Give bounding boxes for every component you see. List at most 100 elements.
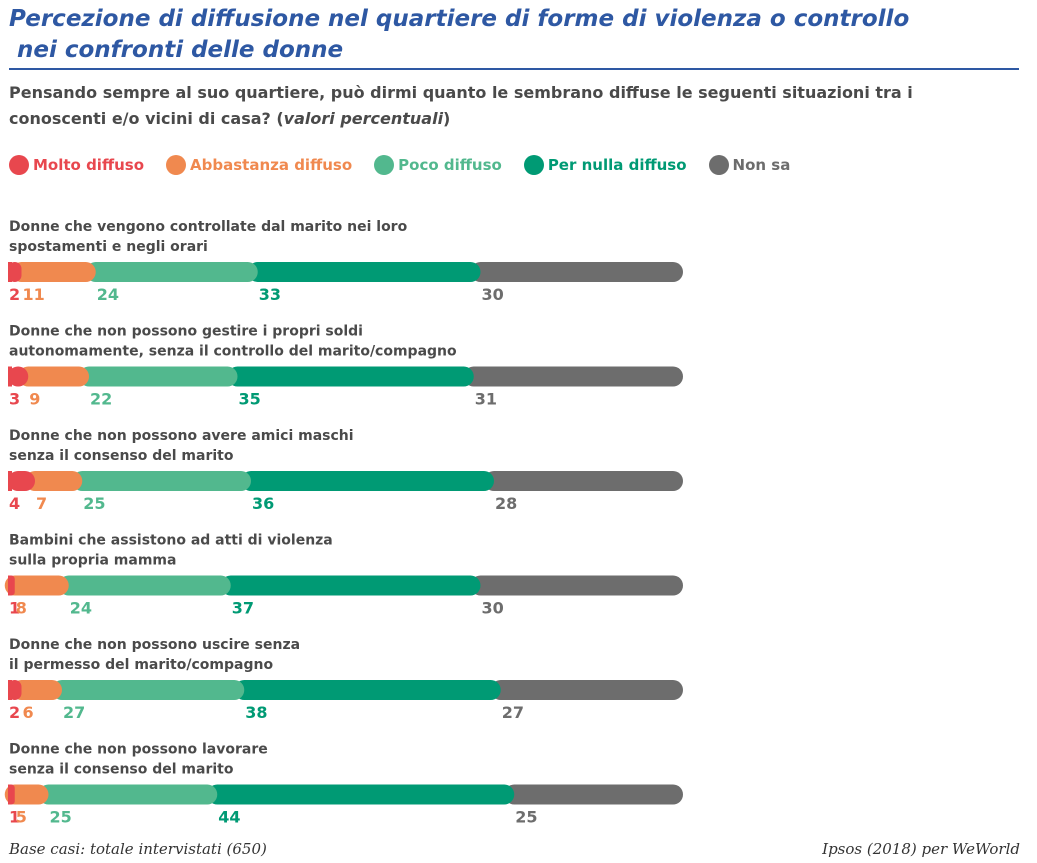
category-label: autonomamente, senza il controllo del ma…	[9, 344, 457, 360]
category-label: Donne che non possono uscire senza	[9, 637, 300, 653]
legend-swatch-non-sa	[708, 155, 729, 175]
value-label-molto: 2	[9, 703, 20, 722]
value-label-molto: 4	[9, 494, 20, 513]
subtitle-end: )	[443, 109, 451, 128]
category-label: sulla propria mamma	[9, 553, 176, 569]
bar-segment-abbastanza	[4, 575, 69, 596]
chart-row: Donne che vengono controllate dal marito…	[8, 219, 683, 304]
subtitle-italic: valori percentuali	[283, 109, 444, 128]
legend-swatch-molto	[9, 155, 29, 175]
subtitle-text: Pensando sempre al suo quartiere, può di…	[9, 83, 913, 128]
chart-row: Donne che non possono avere amici maschi…	[8, 428, 683, 513]
legend-swatch-poco	[374, 155, 395, 175]
value-label-abbastanza: 5	[16, 808, 27, 827]
legend-item-non-sa: Non sa	[708, 155, 791, 175]
bar-segment-non-sa	[484, 471, 683, 491]
bar-segment-per-nulla	[247, 262, 481, 282]
value-label-molto: 2	[9, 285, 20, 304]
bar-segment-poco	[38, 784, 218, 805]
bar-segment-poco	[58, 575, 231, 596]
category-label: Donne che non possono gestire i propri s…	[9, 324, 363, 340]
value-label-poco: 27	[63, 703, 85, 722]
bar-segment-edge-molto	[8, 366, 12, 387]
legend-label-abbastanza: Abbastanza diffuso	[190, 156, 353, 174]
category-label: Donne che non possono lavorare	[9, 742, 268, 758]
chart-legend: Molto diffuso Abbastanza diffuso Poco di…	[9, 153, 812, 177]
bar-segment-per-nulla	[207, 784, 515, 805]
value-label-poco: 24	[70, 599, 92, 618]
value-label-poco: 24	[97, 285, 119, 304]
chart-row: Bambini che assistono ad atti di violenz…	[4, 533, 683, 618]
bar-segment-poco	[79, 366, 238, 387]
category-label: senza il consenso del marito	[9, 448, 234, 464]
value-label-poco: 22	[90, 390, 112, 409]
chart-row: Donne che non possono gestire i propri s…	[8, 324, 683, 409]
value-label-non-sa: 28	[495, 494, 517, 513]
bar-segment-non-sa	[504, 784, 683, 805]
value-label-non-sa: 27	[502, 703, 524, 722]
value-label-non-sa: 30	[482, 285, 504, 304]
value-label-abbastanza: 11	[23, 285, 45, 304]
legend-item-molto: Molto diffuso	[9, 155, 144, 175]
legend-item-poco: Poco diffuso	[374, 155, 502, 175]
bar-segment-poco	[85, 262, 258, 282]
value-label-per-nulla: 35	[239, 390, 261, 409]
chart-title-line1: Percezione di diffusione nel quartiere d…	[9, 6, 910, 32]
value-label-non-sa: 25	[515, 808, 537, 827]
chart-row: Donne che non possono uscire senza il per…	[8, 637, 683, 722]
legend-label-molto: Molto diffuso	[33, 156, 145, 174]
legend-label-poco: Poco diffuso	[398, 156, 502, 174]
value-label-poco: 25	[50, 808, 72, 827]
bar-segment-edge-molto	[8, 784, 12, 805]
category-label: spostamenti e negli orari	[9, 239, 208, 255]
chart-row: Donne che non possono lavorare senza il c…	[4, 742, 683, 827]
bar-segment-per-nulla	[241, 471, 494, 491]
category-label: il permesso del marito/compagno	[9, 657, 273, 673]
value-label-per-nulla: 44	[218, 808, 240, 827]
legend-label-per-nulla: Per nulla diffuso	[547, 156, 687, 174]
bar-segment-per-nulla	[220, 575, 481, 596]
legend-item-per-nulla: Per nulla diffuso	[523, 155, 687, 175]
bar-segment-edge-molto	[8, 680, 12, 700]
value-label-molto: 1	[9, 599, 20, 618]
legend-label-non-sa: Non sa	[732, 156, 791, 174]
value-label-per-nulla: 38	[245, 703, 267, 722]
value-label-per-nulla: 37	[232, 599, 254, 618]
legend-swatch-per-nulla	[523, 155, 544, 175]
legend-swatch-abbastanza	[166, 155, 187, 175]
bar-segment-non-sa	[463, 366, 683, 387]
value-label-abbastanza: 6	[23, 703, 34, 722]
bar-segment-per-nulla	[227, 366, 474, 387]
bar-segment-abbastanza	[11, 262, 96, 282]
value-label-molto: 1	[9, 808, 20, 827]
category-label: senza il consenso del marito	[9, 762, 234, 778]
footer-base: Base casi: totale intervistati (650)	[9, 840, 267, 858]
value-label-per-nulla: 33	[259, 285, 281, 304]
category-label: Donne che vengono controllate dal marito…	[9, 219, 408, 235]
bar-segment-poco	[52, 680, 245, 700]
bar-segment-abbastanza	[18, 366, 89, 387]
bar-segment-edge-molto	[8, 471, 12, 491]
bar-segment-abbastanza	[4, 784, 49, 805]
bar-segment-per-nulla	[234, 680, 501, 700]
footer-source: Ipsos (2018) per WeWorld	[822, 840, 1020, 858]
value-label-non-sa: 30	[482, 599, 504, 618]
value-label-abbastanza: 9	[29, 390, 40, 409]
bar-segment-non-sa	[470, 575, 683, 596]
chart-title-line2: nei confronti delle donne	[9, 37, 344, 63]
value-label-per-nulla: 36	[252, 494, 274, 513]
chart-subtitle: Pensando sempre al suo quartiere, può di…	[9, 80, 1009, 132]
bar-segment-non-sa	[470, 262, 683, 282]
value-label-molto: 3	[9, 390, 20, 409]
bar-segment-edge-molto	[8, 262, 12, 282]
bar-segment-poco	[72, 471, 251, 491]
category-label: Donne che non possono avere amici maschi	[9, 428, 354, 444]
bar-segment-molto	[8, 471, 35, 491]
legend-item-abbastanza: Abbastanza diffuso	[166, 155, 352, 175]
category-label: Bambini che assistono ad atti di violenz…	[9, 533, 333, 549]
chart-title: Percezione di diffusione nel quartiere d…	[9, 4, 1019, 66]
value-label-abbastanza: 7	[36, 494, 47, 513]
bar-segment-edge-molto	[8, 575, 12, 596]
bar-segment-molto	[8, 366, 29, 387]
